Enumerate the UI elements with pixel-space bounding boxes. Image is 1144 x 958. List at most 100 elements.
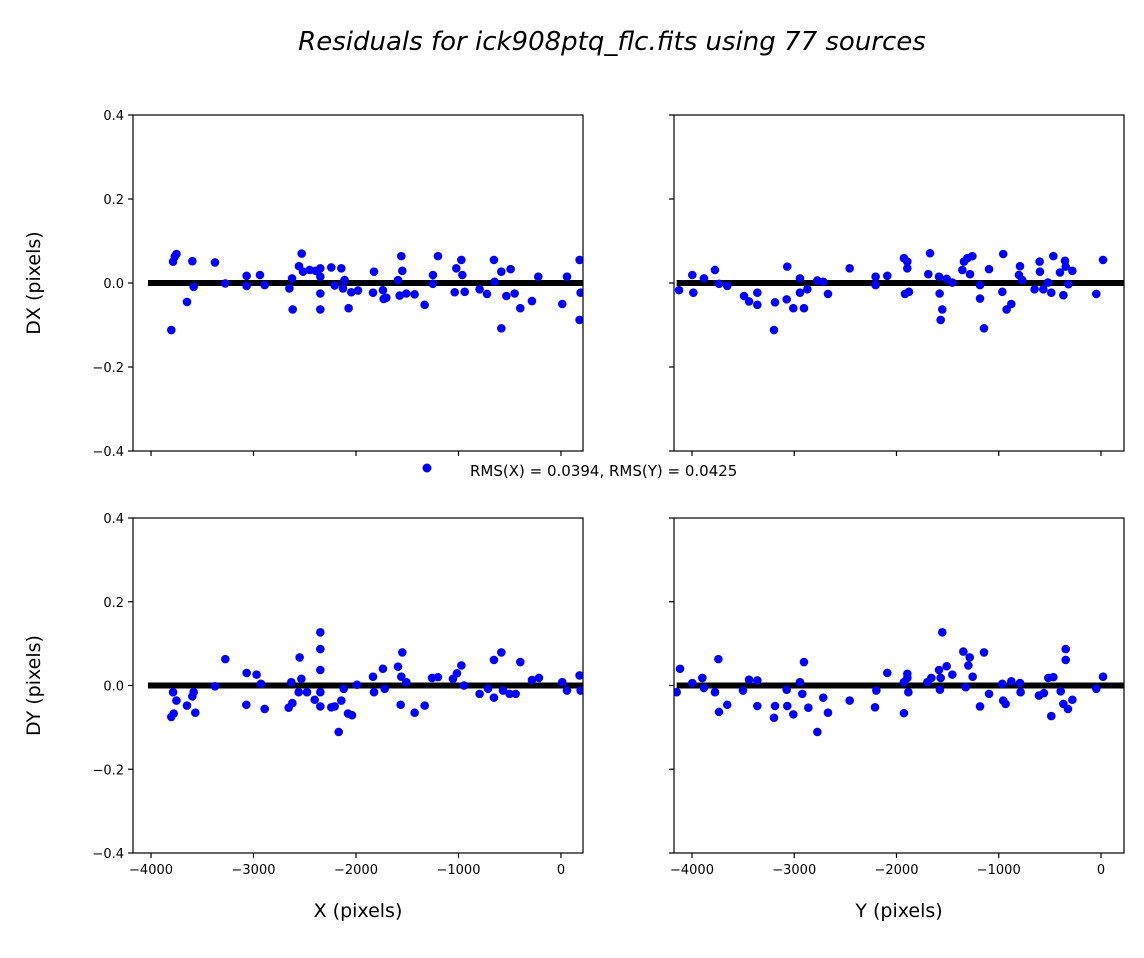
- data-point: [688, 678, 697, 688]
- data-point: [998, 679, 1007, 689]
- y-tick-label: 0.4: [103, 512, 124, 527]
- data-point: [799, 657, 809, 667]
- panel-dy-vs-x: −4000 −3000 −2000 −1000 0 0.4 0.2 0.0 −0.2 −0.4 X …: [23, 512, 584, 922]
- data-point: [710, 265, 720, 275]
- data-point: [344, 303, 353, 313]
- data-point: [557, 299, 567, 309]
- data-point: [402, 289, 411, 298]
- data-point: [256, 679, 266, 689]
- data-point: [450, 287, 459, 297]
- data-point: [534, 272, 543, 282]
- data-point: [975, 280, 985, 290]
- data-point: [936, 315, 945, 325]
- data-point: [475, 285, 484, 294]
- data-point: [714, 279, 724, 289]
- data-point: [489, 255, 499, 265]
- data-point: [252, 670, 261, 679]
- data-point: [813, 727, 822, 737]
- data-point: [380, 684, 389, 694]
- data-point: [1049, 251, 1058, 261]
- data-point: [420, 300, 429, 310]
- data-point: [674, 687, 681, 697]
- plot-area: [147, 628, 583, 737]
- data-point: [871, 272, 880, 282]
- data-point: [316, 289, 325, 298]
- data-point: [369, 687, 379, 697]
- data-point: [428, 270, 438, 280]
- data-point: [845, 696, 854, 705]
- data-point: [576, 288, 583, 297]
- data-point: [330, 702, 339, 711]
- y-tick-label: 0.2: [103, 193, 124, 208]
- chart-title: Residuals for ick908ptq_flc.fits using 7…: [298, 27, 926, 57]
- data-point: [675, 664, 685, 674]
- x-tick-label: −2000: [334, 863, 378, 878]
- data-point: [506, 264, 515, 274]
- data-point: [753, 701, 762, 711]
- data-point: [899, 677, 909, 687]
- data-point: [818, 693, 828, 702]
- data-point: [964, 661, 973, 670]
- x-axis-label: X (pixels): [314, 900, 403, 922]
- data-point: [433, 251, 443, 261]
- data-point: [337, 264, 346, 273]
- data-point: [938, 628, 947, 637]
- data-point: [295, 653, 304, 662]
- data-point: [483, 684, 493, 694]
- data-point: [714, 654, 723, 664]
- data-point: [460, 287, 470, 297]
- data-point: [352, 680, 362, 689]
- data-point: [457, 255, 466, 265]
- x-tick-label: −3000: [772, 863, 816, 878]
- data-point: [1039, 688, 1049, 698]
- data-point: [337, 696, 346, 705]
- data-point: [576, 686, 583, 695]
- y-tick-label: 0.0: [103, 680, 124, 695]
- data-point: [182, 297, 192, 307]
- panel-dy-vs-y: −4000 −3000 −2000 −1000 0 Y (pixels): [669, 517, 1125, 922]
- data-point: [769, 325, 779, 335]
- data-point: [938, 305, 947, 314]
- panel-dx-vs-x: 0.4 0.2 0.0 −0.2 −0.4 DX (pixels): [23, 109, 584, 460]
- data-point: [975, 702, 985, 711]
- data-point: [979, 648, 989, 657]
- data-point: [482, 289, 492, 299]
- data-point: [168, 687, 178, 697]
- data-point: [458, 270, 467, 280]
- data-point: [575, 255, 583, 265]
- data-point: [1091, 289, 1101, 299]
- data-point: [871, 280, 880, 290]
- data-point: [688, 270, 697, 280]
- data-point: [310, 695, 320, 705]
- data-point: [968, 251, 977, 261]
- data-point: [795, 274, 805, 283]
- data-point: [489, 693, 499, 702]
- data-point: [172, 249, 181, 259]
- data-point: [393, 275, 403, 285]
- data-point: [925, 248, 935, 258]
- x-tick-label: −1000: [436, 863, 480, 878]
- data-point: [287, 677, 296, 687]
- panel-dx-vs-y: [669, 114, 1125, 456]
- data-point: [316, 628, 325, 637]
- data-point: [242, 668, 251, 678]
- data-point: [398, 648, 407, 657]
- data-point: [979, 324, 989, 333]
- data-point: [689, 288, 698, 297]
- data-point: [789, 710, 798, 719]
- data-point: [795, 677, 805, 687]
- data-point: [188, 256, 197, 266]
- data-point: [1001, 699, 1010, 709]
- x-tick-label: 0: [557, 863, 565, 878]
- data-point: [378, 285, 388, 295]
- data-point: [1061, 655, 1071, 665]
- data-point: [1063, 704, 1073, 714]
- data-point: [368, 288, 378, 297]
- data-point: [753, 300, 762, 310]
- data-point: [739, 291, 749, 301]
- data-point: [510, 289, 519, 298]
- y-tick-label: 0.0: [103, 277, 124, 292]
- data-point: [378, 664, 388, 674]
- data-point: [398, 266, 407, 276]
- data-point: [1061, 644, 1071, 654]
